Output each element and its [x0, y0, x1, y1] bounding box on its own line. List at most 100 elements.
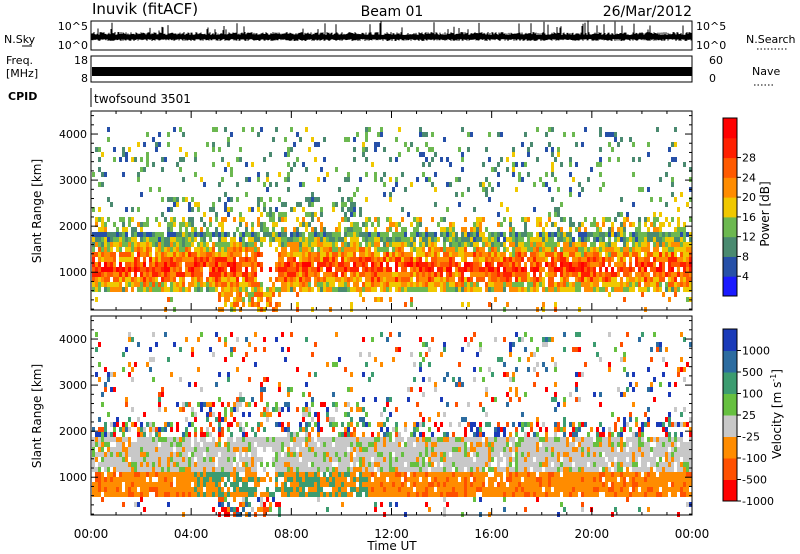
heatmap-cell: [305, 287, 308, 292]
heatmap-cell: [221, 472, 224, 477]
heatmap-cell: [296, 367, 299, 372]
heatmap-cell: [290, 252, 293, 257]
heatmap-cell: [425, 477, 428, 482]
heatmap-cell: [473, 262, 476, 267]
heatmap-cell: [245, 467, 248, 472]
heatmap-cell: [500, 257, 503, 262]
heatmap-cell: [320, 257, 323, 262]
heatmap-cell: [377, 477, 380, 482]
heatmap-cell: [122, 147, 125, 152]
heatmap-cell: [92, 442, 95, 447]
heatmap-cell: [689, 272, 692, 277]
heatmap-cell: [311, 477, 314, 482]
heatmap-cell: [620, 237, 623, 242]
heatmap-cell: [290, 232, 293, 237]
heatmap-cell: [143, 272, 146, 277]
heatmap-cell: [185, 247, 188, 252]
heatmap-cell: [125, 452, 128, 457]
heatmap-cell: [191, 222, 194, 227]
heatmap-cell: [623, 257, 626, 262]
heatmap-cell: [197, 247, 200, 252]
heatmap-cell: [608, 252, 611, 257]
heatmap-cell: [335, 442, 338, 447]
heatmap-cell: [362, 232, 365, 237]
heatmap-cell: [194, 152, 197, 157]
heatmap-cell: [257, 457, 260, 462]
heatmap-cell: [284, 427, 287, 432]
heatmap-cell: [344, 212, 347, 217]
heatmap-cell: [224, 202, 227, 207]
heatmap-cell: [344, 232, 347, 237]
heatmap-cell: [251, 457, 254, 462]
heatmap-cell: [620, 262, 623, 267]
heatmap-cell: [335, 242, 338, 247]
heatmap-cell: [236, 467, 239, 472]
heatmap-cell: [101, 432, 104, 437]
heatmap-cell: [323, 177, 326, 182]
colorbar-tick-label: 8: [742, 250, 749, 263]
heatmap-cell: [119, 477, 122, 482]
heatmap-cell: [179, 227, 182, 232]
heatmap-cell: [218, 397, 221, 402]
heatmap-cell: [374, 452, 377, 457]
heatmap-cell: [308, 477, 311, 482]
heatmap-cell: [380, 487, 383, 492]
heatmap-cell: [374, 397, 377, 402]
heatmap-cell: [245, 447, 248, 452]
heatmap-cell: [221, 157, 224, 162]
heatmap-cell: [122, 232, 125, 237]
heatmap-cell: [674, 142, 677, 147]
heatmap-cell: [209, 272, 212, 277]
heatmap-cell: [269, 437, 272, 442]
heatmap-cell: [461, 157, 464, 162]
heatmap-cell: [179, 482, 182, 487]
heatmap-cell: [92, 232, 95, 237]
heatmap-cell: [638, 247, 641, 252]
heatmap-cell: [287, 242, 290, 247]
heatmap-cell: [101, 272, 104, 277]
heatmap-cell: [287, 407, 290, 412]
heatmap-cell: [257, 477, 260, 482]
heatmap-cell: [536, 267, 539, 272]
heatmap-cell: [179, 462, 182, 467]
heatmap-cell: [470, 237, 473, 242]
heatmap-cell: [98, 242, 101, 247]
heatmap-cell: [350, 267, 353, 272]
heatmap-cell: [626, 267, 629, 272]
heatmap-cell: [212, 427, 215, 432]
heatmap-cell: [137, 267, 140, 272]
heatmap-cell: [380, 477, 383, 482]
heatmap-cell: [410, 222, 413, 227]
heatmap-cell: [407, 262, 410, 267]
heatmap-cell: [149, 487, 152, 492]
heatmap-cell: [227, 262, 230, 267]
heatmap-cell: [632, 267, 635, 272]
heatmap-cell: [230, 507, 233, 512]
heatmap-cell: [428, 262, 431, 267]
heatmap-cell: [194, 412, 197, 417]
heatmap-cell: [305, 382, 308, 387]
heatmap-cell: [338, 482, 341, 487]
heatmap-cell: [245, 337, 248, 342]
heatmap-cell: [149, 257, 152, 262]
heatmap-cell: [311, 212, 314, 217]
heatmap-cell: [575, 227, 578, 232]
heatmap-cell: [416, 467, 419, 472]
heatmap-cell: [476, 282, 479, 287]
heatmap-cell: [116, 227, 119, 232]
heatmap-cell: [167, 422, 170, 427]
heatmap-cell: [146, 467, 149, 472]
heatmap-cell: [110, 272, 113, 277]
heatmap-cell: [341, 432, 344, 437]
heatmap-cell: [260, 507, 263, 512]
heatmap-cell: [422, 437, 425, 442]
heatmap-cell: [542, 252, 545, 257]
heatmap-cell: [356, 457, 359, 462]
heatmap-cell: [368, 482, 371, 487]
heatmap-cell: [440, 467, 443, 472]
heatmap-cell: [344, 412, 347, 417]
heatmap-cell: [176, 467, 179, 472]
heatmap-cell: [281, 242, 284, 247]
heatmap-cell: [362, 257, 365, 262]
heatmap-cell: [305, 427, 308, 432]
